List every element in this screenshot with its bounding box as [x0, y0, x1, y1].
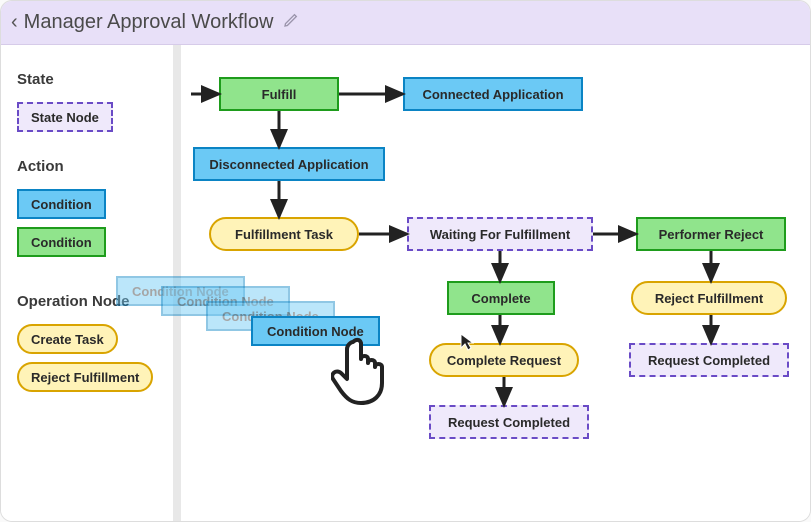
palette-sidebar: State State Node Action Condition Conditi…	[1, 45, 181, 521]
flow-node-perf_reject[interactable]: Performer Reject	[636, 217, 786, 251]
editor-body: State State Node Action Condition Conditi…	[1, 45, 810, 521]
section-heading-action: Action	[17, 158, 163, 175]
palette-item[interactable]: Condition	[17, 227, 106, 257]
flow-node-complete_req[interactable]: Complete Request	[429, 343, 579, 377]
flow-node-conn_app[interactable]: Connected Application	[403, 77, 583, 111]
flow-node-reject_fulfill[interactable]: Reject Fulfillment	[631, 281, 787, 315]
workflow-editor: ‹ Manager Approval Workflow State State …	[0, 0, 811, 522]
page-title: Manager Approval Workflow	[24, 11, 274, 34]
palette-item[interactable]: Condition	[17, 189, 106, 219]
section-heading-operation: Operation Node	[17, 293, 163, 310]
flow-node-complete[interactable]: Complete	[447, 281, 555, 315]
section-heading-state: State	[17, 71, 163, 88]
flow-node-waiting[interactable]: Waiting For Fulfillment	[407, 217, 593, 251]
flow-node-req_completed_r[interactable]: Request Completed	[629, 343, 789, 377]
flow-node-fulfill_task[interactable]: Fulfillment Task	[209, 217, 359, 251]
flow-node-fulfill[interactable]: Fulfill	[219, 77, 339, 111]
flow-node-disc_app[interactable]: Disconnected Application	[193, 147, 385, 181]
flow-node-req_completed_b[interactable]: Request Completed	[429, 405, 589, 439]
workflow-canvas[interactable]: Fulfill Connected Application Disconnected…	[181, 45, 810, 521]
header-bar: ‹ Manager Approval Workflow	[1, 1, 810, 45]
palette-item[interactable]: State Node	[17, 102, 113, 132]
edit-icon[interactable]	[283, 12, 299, 33]
palette-item[interactable]: Create Task	[17, 324, 118, 354]
back-icon[interactable]: ‹	[11, 11, 18, 34]
palette-item[interactable]: Reject Fulfillment	[17, 362, 153, 392]
